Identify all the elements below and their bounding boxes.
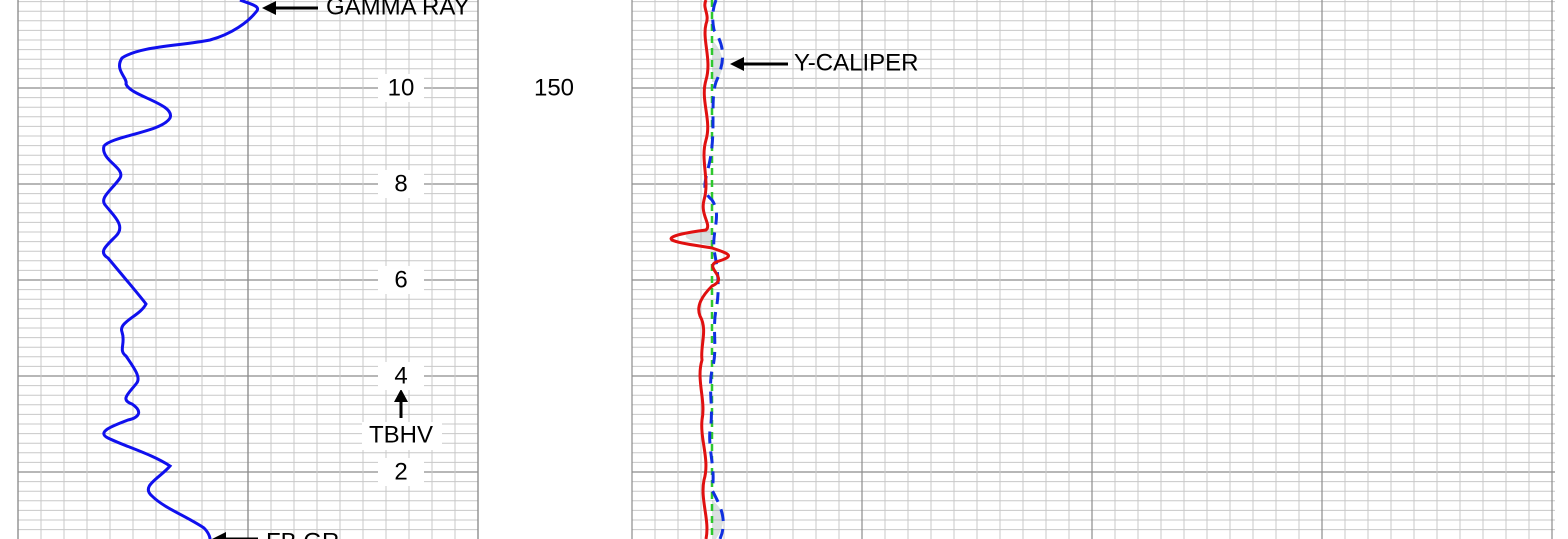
gamma-ray-curve	[102, 0, 259, 539]
arrow-head	[212, 532, 226, 539]
arrow-head	[262, 1, 276, 15]
y-caliper-label: Y-CALIPER	[794, 49, 919, 76]
arrow-head	[730, 57, 744, 71]
x-caliper-curve	[669, 0, 730, 539]
label-bg	[378, 362, 424, 390]
label-bg	[378, 266, 424, 294]
label-bg	[378, 458, 424, 486]
labels: GAMMA RAY Y-CALIPER 150 TBHV FB GR 10 8 6 4…	[212, 0, 919, 539]
label-bg	[362, 422, 442, 450]
label-bg	[378, 74, 424, 102]
gamma-ray-label: GAMMA RAY	[326, 0, 470, 20]
depth-label: 8	[394, 170, 407, 197]
y-caliper-curve	[703, 0, 725, 539]
fb-gr-label: FB GR	[266, 528, 339, 539]
label-bg	[528, 72, 580, 104]
depth-label: 10	[388, 74, 415, 101]
grid	[17, 0, 1555, 539]
label-bg	[378, 170, 424, 198]
depth-label: 6	[394, 266, 407, 293]
depth-label: 2	[394, 458, 407, 485]
depth-label: 4	[394, 362, 407, 389]
depth-label: 150	[534, 74, 574, 101]
tbhv-label: TBHV	[369, 421, 433, 448]
arrow-head	[394, 389, 408, 402]
